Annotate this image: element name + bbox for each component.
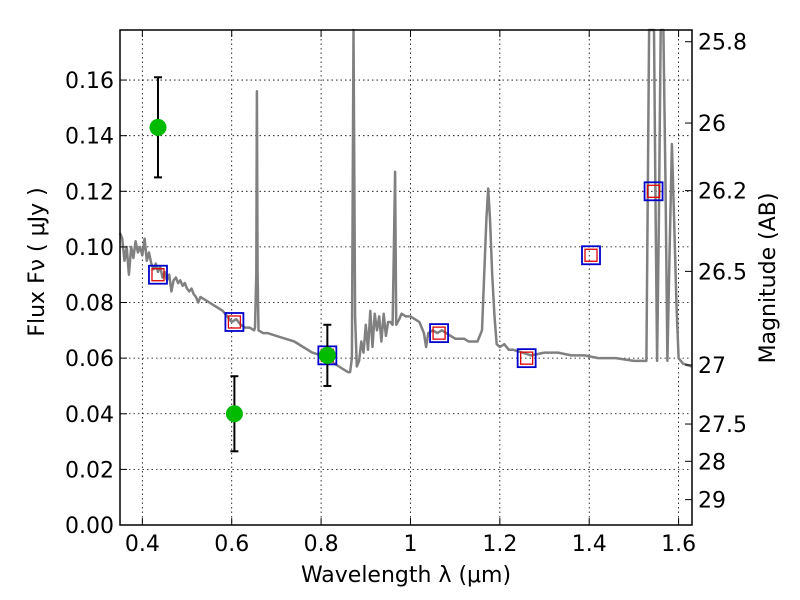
plot-frame [119, 29, 693, 526]
model-band-flux-square [516, 348, 537, 369]
model-band-flux-inner-square [432, 326, 446, 340]
magnitude-tick-label: 26.2 [698, 180, 747, 205]
observed-flux-point [149, 118, 167, 136]
y-tick-label: 0.02 [65, 458, 114, 483]
y-tick-label: 0.12 [65, 180, 114, 205]
magnitude-tick-label: 26 [698, 112, 726, 137]
magnitude-tick-label: 25.8 [698, 31, 747, 56]
model-band-flux-inner-square [151, 268, 165, 282]
magnitude-tick-label: 28 [698, 450, 726, 475]
model-band-flux-square [148, 264, 168, 285]
model-band-flux-square [643, 181, 664, 202]
magnitude-tick-label: 29 [698, 489, 726, 514]
y-tick-label: 0.16 [65, 69, 114, 94]
model-spectrum-line [118, 28, 693, 374]
y-tick-label: 0.10 [65, 236, 114, 261]
model-band-flux-inner-square [584, 248, 598, 262]
magnitude-tick-label: 27 [698, 354, 726, 379]
model-spectrum-layer [118, 28, 693, 374]
model-band-flux-square [581, 245, 601, 266]
x-axis-label: Wavelength λ (μm) [301, 563, 511, 588]
y-axis-label: Flux Fν ( μJy ) [25, 187, 50, 336]
y-tick-label: 0.08 [65, 292, 114, 317]
model-band-flux-square [429, 323, 449, 344]
marker-layer [148, 76, 664, 453]
observed-flux-point [225, 405, 243, 423]
x-tick-label: 1.4 [572, 532, 607, 557]
model-band-flux-inner-square [227, 315, 242, 329]
magnitude-tick-label: 26.5 [698, 260, 747, 285]
model-band-flux-square [224, 312, 245, 332]
x-tick-label: 1 [403, 532, 417, 557]
x-tick-label: 0.4 [125, 532, 160, 557]
x-tick-label: 0.6 [214, 532, 249, 557]
magnitude-tick-label: 27.5 [698, 413, 747, 438]
model-band-flux-inner-square [646, 184, 661, 198]
observed-flux-point [318, 346, 336, 364]
y-tick-label: 0.00 [65, 514, 114, 539]
x-tick-label: 1.2 [482, 532, 517, 557]
y-tick-label: 0.06 [65, 347, 114, 372]
magnitude-axis-label: Magnitude (AB) [756, 193, 781, 364]
x-tick-label: 0.8 [304, 532, 339, 557]
x-tick-label: 1.6 [661, 532, 696, 557]
y-tick-label: 0.14 [65, 125, 114, 150]
tick-layer: 0.4 0.6 0.8 1 1.2 1.4 1.6 0.00 0.02 0.04 0.06 0.08 0… [65, 30, 747, 557]
grid [120, 30, 692, 526]
model-band-flux-inner-square [520, 351, 534, 365]
y-tick-label: 0.04 [65, 403, 114, 428]
